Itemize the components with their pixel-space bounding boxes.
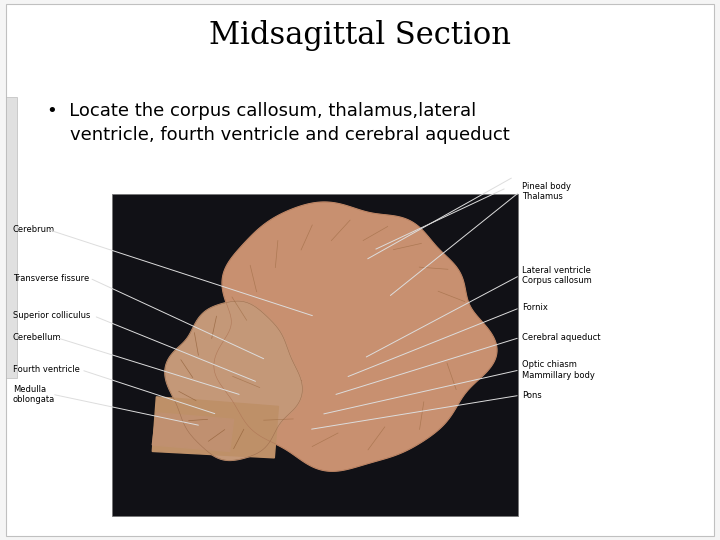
- Polygon shape: [153, 397, 279, 458]
- Text: Transverse fissure: Transverse fissure: [13, 274, 89, 282]
- Text: Lateral ventricle
Corpus callosum: Lateral ventricle Corpus callosum: [522, 266, 592, 285]
- Bar: [6, 97, 17, 378]
- Text: Midsagittal Section: Midsagittal Section: [209, 19, 511, 51]
- Text: •  Locate the corpus callosum, thalamus,lateral: • Locate the corpus callosum, thalamus,l…: [47, 102, 476, 120]
- Polygon shape: [165, 301, 302, 461]
- Text: Pineal body
Thalamus: Pineal body Thalamus: [522, 182, 571, 201]
- Text: Optic chiasm
Mammillary body: Optic chiasm Mammillary body: [522, 360, 595, 380]
- Bar: [112, 194, 518, 516]
- Text: ventricle, fourth ventricle and cerebral aqueduct: ventricle, fourth ventricle and cerebral…: [47, 126, 510, 144]
- Text: Cerebral aqueduct: Cerebral aqueduct: [522, 333, 600, 342]
- Text: Fourth ventricle: Fourth ventricle: [13, 366, 80, 374]
- Polygon shape: [153, 413, 233, 451]
- Text: Pons: Pons: [522, 391, 541, 400]
- Text: Cerebrum: Cerebrum: [13, 225, 55, 234]
- Text: Superior colliculus: Superior colliculus: [13, 312, 90, 320]
- Text: Fornix: Fornix: [522, 303, 548, 312]
- Text: Medulla
oblongata: Medulla oblongata: [13, 384, 55, 404]
- Text: Cerebellum: Cerebellum: [13, 333, 62, 342]
- Polygon shape: [214, 202, 497, 471]
